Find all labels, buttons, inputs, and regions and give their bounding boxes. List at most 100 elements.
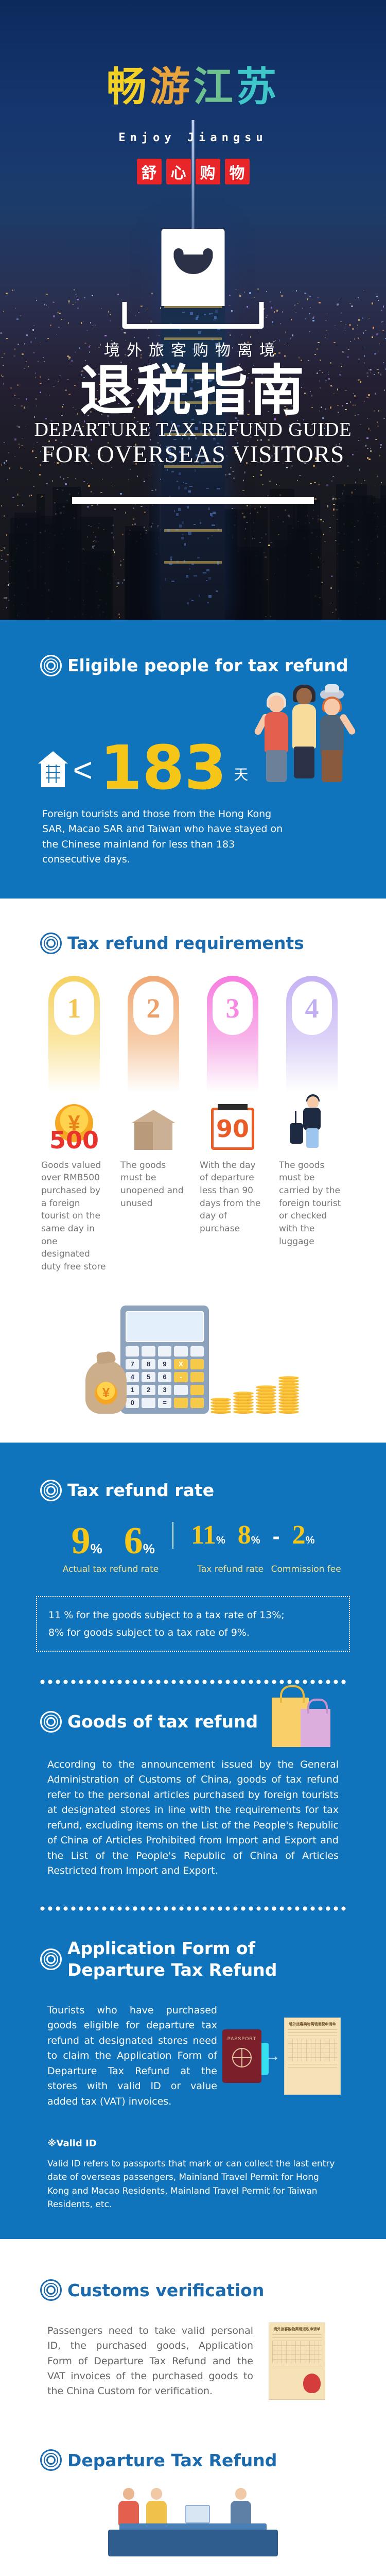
form-grid xyxy=(288,2039,337,2061)
calc-key xyxy=(174,1398,187,1408)
u-frame-shape xyxy=(122,302,264,329)
traveler-legs xyxy=(306,1128,319,1148)
card-caption-3: With the day of departure less than 90 d… xyxy=(197,1159,269,1235)
logo-char-2: 游 xyxy=(150,64,193,109)
counter-monitor-icon xyxy=(185,2505,210,2523)
calc-key-equals: = xyxy=(158,1398,171,1408)
card-icon-3: 90 xyxy=(197,1092,269,1150)
house-icon xyxy=(38,751,68,787)
card-icon-4 xyxy=(276,1092,348,1150)
head xyxy=(269,696,284,713)
card-caption-4: The goods must be carried by the foreign… xyxy=(276,1159,348,1248)
coin-stack-3 xyxy=(254,1386,278,1414)
logo-char-4: 苏 xyxy=(236,64,279,109)
shopping-bag-small xyxy=(301,1709,330,1747)
form-title: 境外旅客购物离境退税申请单 xyxy=(272,2327,322,2332)
tourists-illustration xyxy=(260,688,348,793)
body xyxy=(118,2501,139,2526)
less-than-symbol: < xyxy=(73,750,93,789)
slogan-stamps: 舒 心 购 物 xyxy=(0,159,386,184)
coin-stack-1 xyxy=(209,1398,233,1414)
tourist-2 xyxy=(288,688,320,793)
section-tax-refund-requirements: Tax refund requirements 1 ¥ 500 Goods va… xyxy=(0,899,386,1443)
calc-key-9: 9 xyxy=(158,1359,171,1369)
body xyxy=(231,2501,251,2526)
yen-coin-icon: ¥ xyxy=(95,1382,117,1404)
calc-key-0: 0 xyxy=(126,1398,139,1408)
goods-description: According to the announcement issued by … xyxy=(0,1733,386,1879)
application-heading: Application Form of Departure Tax Refund xyxy=(0,1938,386,1980)
section-departure-tax-refund: Departure Tax Refund xyxy=(0,2432,386,2576)
gross-rate-value-1: 11 xyxy=(191,1520,216,1550)
box-top xyxy=(131,1110,176,1123)
actual-rate-value-1: 9 xyxy=(72,1520,91,1562)
rate-note-line1: 11 % for the goods subject to a tax rate… xyxy=(48,1606,338,1624)
shopping-bags-icon xyxy=(269,1686,336,1747)
calculator-icon: 7 8 9 X 4 5 6 - 1 2 3 0 = xyxy=(120,1306,209,1414)
percent-sign: % xyxy=(306,1535,315,1546)
calendar-days: 90 xyxy=(214,1110,252,1147)
eligible-title: Eligible people for tax refund xyxy=(67,655,348,676)
card-caption-2: The goods must be unopened and unused xyxy=(117,1159,189,1210)
calc-key-3: 3 xyxy=(158,1385,171,1395)
airport-counter xyxy=(108,2488,278,2556)
percent-sign: % xyxy=(143,1541,155,1556)
eligible-heading: Eligible people for tax refund xyxy=(0,655,386,676)
calc-key-minus: - xyxy=(174,1372,187,1382)
passport-icon: PASSPORT xyxy=(222,2029,261,2083)
percent-sign: % xyxy=(216,1535,225,1546)
card-number-1: 1 xyxy=(54,981,94,1035)
departure-description: Passengers should take valid personal ID… xyxy=(0,2556,386,2576)
passport-and-card: PASSPORT xyxy=(222,2029,261,2083)
application-title: Application Form of Departure Tax Refund xyxy=(67,1938,355,1980)
actual-rate-label: Actual tax refund rate xyxy=(41,1564,180,1574)
ring-bullet-icon xyxy=(40,1948,62,1970)
calc-key xyxy=(190,1398,204,1408)
head xyxy=(296,688,312,705)
coin-stack-4 xyxy=(277,1377,301,1414)
legs xyxy=(294,747,314,778)
calculator-keys: 7 8 9 X 4 5 6 - 1 2 3 0 = xyxy=(126,1346,204,1408)
rate-figures: 9% 6% 11% 8% - 2% xyxy=(0,1522,386,1560)
head xyxy=(324,699,340,716)
rate-title: Tax refund rate xyxy=(67,1480,214,1501)
rate-note-line2: 8% for goods subject to a tax rate of 9%… xyxy=(48,1624,338,1641)
form-grid xyxy=(272,2341,322,2363)
money-bag-icon: ¥ xyxy=(85,1360,127,1414)
section-application-form: Application Form of Departure Tax Refund… xyxy=(0,1938,386,2211)
gross-rate-label: Tax refund rate xyxy=(197,1564,264,1574)
rate-heading: Tax refund rate xyxy=(0,1480,386,1501)
head xyxy=(123,2488,134,2500)
form-rule xyxy=(288,2029,337,2030)
breakdown-labels: Tax refund rate Commission fee xyxy=(180,1564,345,1574)
coin-stack-2 xyxy=(232,1392,255,1414)
calc-key-4: 4 xyxy=(126,1372,139,1382)
commission-value-group: 2% xyxy=(292,1522,315,1549)
application-body: Tourists who have purchased goods eligib… xyxy=(0,1980,386,2109)
refund-form-icon: 境外旅客购物离境退税申请单 xyxy=(284,2018,341,2095)
stamp-3: 购 xyxy=(196,159,220,184)
box-left xyxy=(134,1122,154,1150)
stamp-4: 物 xyxy=(225,159,250,184)
tourist-1 xyxy=(260,696,292,793)
valid-id-heading: ※Valid ID xyxy=(47,2138,339,2149)
calc-key xyxy=(142,1346,155,1357)
calc-key-5: 5 xyxy=(142,1372,155,1382)
head xyxy=(235,2488,247,2500)
torso xyxy=(292,704,316,749)
card-icon-2 xyxy=(117,1092,189,1150)
ring-bullet-icon xyxy=(40,1711,62,1733)
eligible-description: Foreign tourists and those from the Hong… xyxy=(0,793,329,868)
calc-key-8: 8 xyxy=(142,1359,155,1369)
commission-label: Commission fee xyxy=(271,1564,341,1574)
smile-mark-logo xyxy=(162,229,225,306)
requirement-card-3: 3 90 With the day of departure less than… xyxy=(197,976,269,1274)
torso xyxy=(265,712,288,752)
ring-bullet-icon xyxy=(40,655,62,676)
form-rule xyxy=(288,2032,337,2033)
actual-rate-group: 9% 6% xyxy=(72,1522,172,1560)
departure-title: Departure Tax Refund xyxy=(67,2450,277,2471)
ring-bullet-icon xyxy=(40,2279,62,2301)
section-eligible-people: Eligible people for tax refund < 183 天 xyxy=(0,620,386,899)
calc-key xyxy=(158,1346,171,1357)
